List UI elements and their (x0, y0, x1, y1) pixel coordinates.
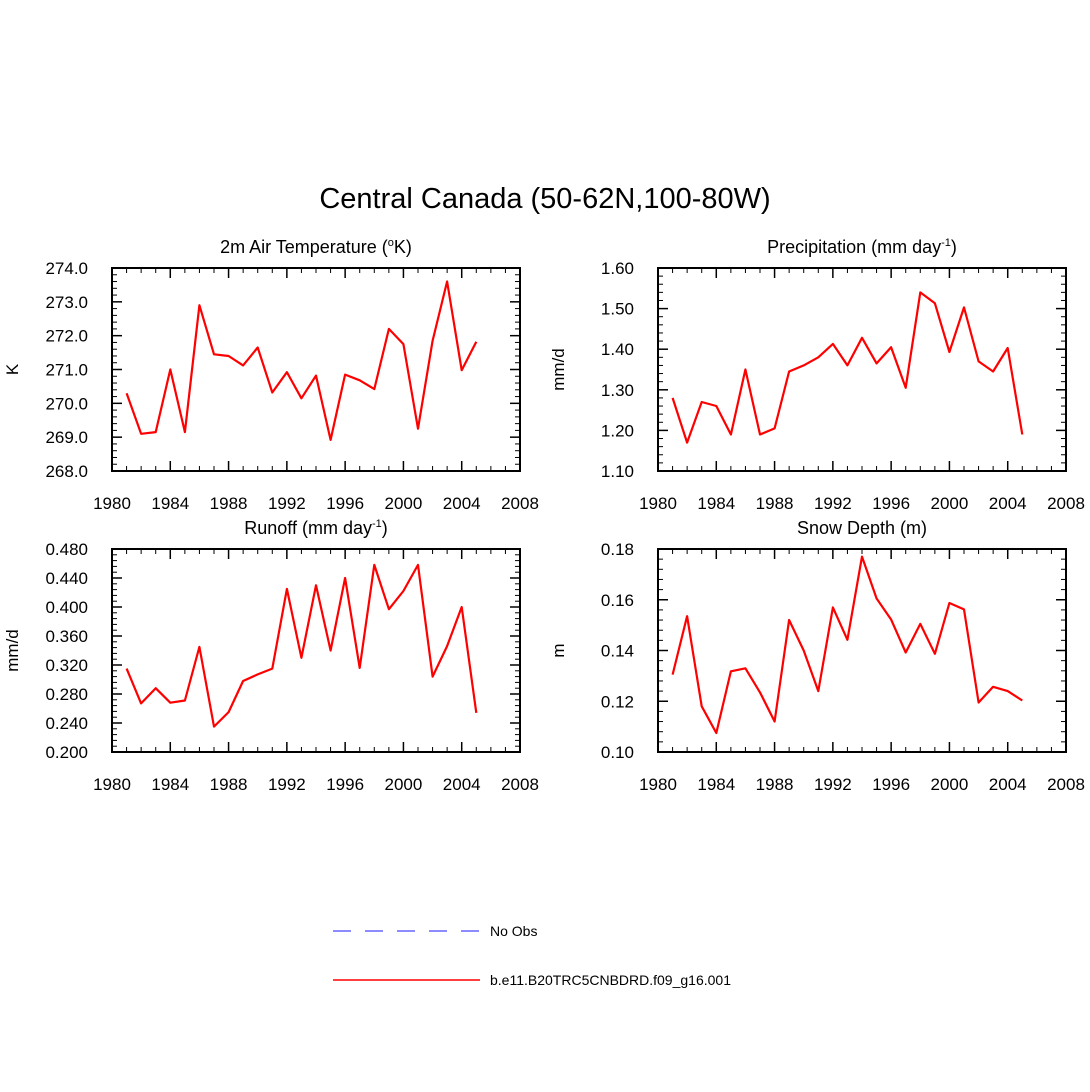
y-tick-label: 0.280 (45, 685, 88, 704)
legend-label-model: b.e11.B20TRC5CNBDRD.f09_g16.001 (490, 972, 731, 988)
x-tick-label: 2008 (1047, 775, 1085, 794)
x-tick-label: 1980 (639, 494, 677, 513)
y-axis-label: mm/d (3, 629, 22, 672)
panel-title: Snow Depth (m) (797, 518, 927, 538)
y-axis-label: m (549, 643, 568, 657)
panel-snow-depth: 1980 1984 1988 1992 1996 2000 2004 2008 0.10 0.12… (549, 518, 1085, 794)
series-line-model (125, 280, 478, 441)
y-tick-label: 273.0 (45, 293, 88, 312)
x-tick-label: 2000 (385, 775, 423, 794)
y-tick-label: 1.50 (601, 300, 634, 319)
x-tick-label: 1992 (268, 494, 306, 513)
x-tick-label: 1988 (756, 494, 794, 513)
legend-label-no-obs: No Obs (490, 923, 537, 939)
x-tick-label: 1984 (151, 494, 189, 513)
y-tick-label: 272.0 (45, 327, 88, 346)
series-line-model (671, 555, 1023, 735)
y-tick-label: 1.60 (601, 259, 634, 278)
y-tick-label: 0.480 (45, 540, 88, 559)
y-tick-label: 270.0 (45, 394, 88, 413)
x-tick-label: 1996 (326, 494, 364, 513)
x-tick-label: 1996 (326, 775, 364, 794)
y-tick-label: 0.12 (601, 692, 634, 711)
y-tick-label: 0.10 (601, 743, 634, 762)
y-axis-label: K (3, 363, 22, 375)
x-tick-label: 2000 (385, 494, 423, 513)
x-tick-label: 2004 (443, 775, 481, 794)
y-axis-label: mm/d (549, 348, 568, 391)
y-tick-label: 0.16 (601, 591, 634, 610)
y-tick-label: 1.20 (601, 421, 634, 440)
x-tick-label: 2004 (989, 775, 1027, 794)
x-tick-label: 1992 (814, 494, 852, 513)
plot-frame (111, 267, 521, 472)
y-tick-label: 0.320 (45, 656, 88, 675)
y-tick-label: 0.360 (45, 627, 88, 646)
panel-air-temperature: 1980 1984 1988 1992 1996 2000 2004 2008 268.0 269… (3, 237, 539, 513)
y-tick-label: 1.30 (601, 381, 634, 400)
x-tick-label: 2008 (501, 775, 539, 794)
y-tick-label: 0.240 (45, 714, 88, 733)
y-tick-label: 0.18 (601, 540, 634, 559)
y-tick-label: 271.0 (45, 361, 88, 380)
panel-title: Precipitation (mm day-1) (767, 237, 957, 257)
plot-frame (111, 548, 521, 753)
y-tick-label: 0.14 (601, 642, 634, 661)
panel-precipitation: 1980 1984 1988 1992 1996 2000 2004 2008 1.10 1.20… (549, 237, 1085, 513)
y-tick-label: 1.40 (601, 340, 634, 359)
y-tick-label: 269.0 (45, 428, 88, 447)
y-tick-label: 0.440 (45, 569, 88, 588)
x-tick-label: 1980 (93, 494, 131, 513)
y-tick-label: 268.0 (45, 462, 88, 481)
y-tick-label: 0.200 (45, 743, 88, 762)
x-tick-label: 2000 (931, 775, 969, 794)
panel-title: 2m Air Temperature (oK) (220, 237, 412, 257)
x-tick-label: 2008 (1047, 494, 1085, 513)
figure-title: Central Canada (50-62N,100-80W) (319, 183, 770, 215)
series-line-model (125, 563, 478, 728)
y-tick-label: 1.10 (601, 462, 634, 481)
y-tick-label: 0.400 (45, 598, 88, 617)
plot-frame (657, 267, 1067, 472)
x-tick-label: 1980 (639, 775, 677, 794)
panel-runoff: 1980 1984 1988 1992 1996 2000 2004 2008 0.200 0.2… (3, 518, 539, 794)
panel-title: Runoff (mm day-1) (244, 518, 388, 538)
y-tick-label: 274.0 (45, 259, 88, 278)
x-tick-label: 1992 (268, 775, 306, 794)
x-tick-label: 1988 (210, 494, 248, 513)
x-tick-label: 1980 (93, 775, 131, 794)
x-tick-label: 1996 (872, 494, 910, 513)
x-tick-label: 1992 (814, 775, 852, 794)
x-tick-label: 1984 (151, 775, 189, 794)
x-tick-label: 1988 (210, 775, 248, 794)
x-tick-label: 2004 (443, 494, 481, 513)
x-tick-label: 2008 (501, 494, 539, 513)
x-tick-label: 1984 (697, 775, 735, 794)
x-tick-label: 2004 (989, 494, 1027, 513)
x-tick-label: 1984 (697, 494, 735, 513)
legend: No Obs b.e11.B20TRC5CNBDRD.f09_g16.001 (333, 923, 731, 988)
x-tick-label: 1988 (756, 775, 794, 794)
x-tick-label: 1996 (872, 775, 910, 794)
x-tick-label: 2000 (931, 494, 969, 513)
series-line-model (671, 291, 1024, 444)
